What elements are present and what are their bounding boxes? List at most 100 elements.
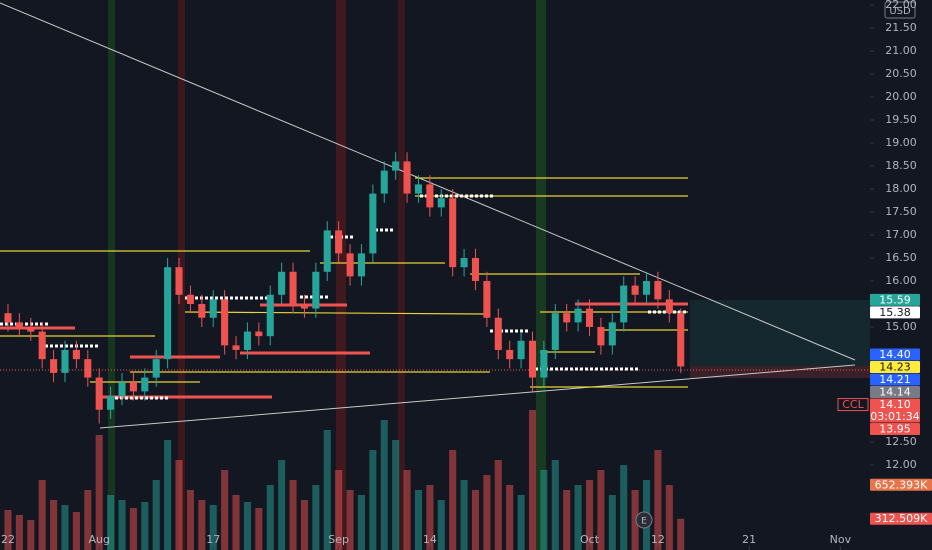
volume-bar bbox=[27, 520, 35, 550]
x-tick-label: 21 bbox=[742, 533, 756, 546]
price-tag bbox=[870, 293, 920, 306]
candle-body bbox=[631, 285, 639, 295]
x-tick-label: Oct bbox=[580, 533, 600, 546]
level bbox=[184, 311, 486, 315]
candle-body bbox=[506, 349, 514, 360]
volume-bar bbox=[141, 502, 149, 550]
volume-bar bbox=[506, 485, 514, 550]
candle-body bbox=[323, 230, 331, 272]
volume-bar bbox=[129, 508, 137, 550]
volume-bar bbox=[186, 490, 194, 550]
candle-body bbox=[4, 313, 12, 323]
volume-bar bbox=[243, 502, 251, 550]
volume-tag-label: 652.393K bbox=[875, 478, 928, 491]
candle-body bbox=[642, 280, 651, 295]
volume-bar bbox=[551, 460, 559, 550]
volume-bar bbox=[198, 500, 206, 550]
x-tick-label: Aug bbox=[88, 533, 109, 546]
y-tick-label: 20.50 bbox=[885, 67, 917, 80]
candle-body bbox=[403, 161, 411, 194]
price-tag bbox=[870, 423, 920, 436]
candle-body bbox=[654, 280, 662, 300]
price-tag-label: 14.40 bbox=[879, 348, 911, 361]
candle-body bbox=[494, 317, 502, 350]
volume-bar bbox=[232, 495, 240, 550]
trendline bbox=[99, 364, 856, 429]
candle-body bbox=[107, 395, 115, 410]
y-tick-label: 21.00 bbox=[885, 44, 917, 57]
candle-body bbox=[255, 331, 263, 337]
price-tag bbox=[870, 306, 920, 319]
price-tag-label: 14.21 bbox=[879, 373, 911, 386]
candle-body bbox=[608, 322, 616, 346]
volume-bar bbox=[152, 480, 160, 550]
candle-body bbox=[38, 331, 46, 360]
stripe bbox=[336, 0, 346, 550]
price-tag bbox=[870, 361, 920, 374]
volume-tag-label: 312.509K bbox=[875, 512, 928, 525]
y-tick-label: 17.00 bbox=[885, 228, 917, 241]
currency: USD bbox=[889, 6, 911, 17]
candle-body bbox=[312, 271, 320, 309]
candle-body bbox=[483, 280, 491, 318]
volume-bar bbox=[665, 485, 673, 550]
y-tick-label: 19.00 bbox=[885, 136, 917, 149]
candle-body bbox=[620, 285, 628, 323]
y-tick-label: 12.00 bbox=[885, 458, 917, 471]
candle-body bbox=[175, 267, 183, 295]
candle-body bbox=[209, 299, 217, 318]
volume-bar bbox=[357, 495, 365, 550]
volume-bar bbox=[574, 485, 582, 550]
volume-bar bbox=[608, 495, 616, 550]
volume-bar bbox=[597, 470, 605, 550]
y-tick-label: 12.50 bbox=[885, 435, 917, 448]
candle-body bbox=[369, 193, 377, 254]
candle-body bbox=[471, 257, 480, 281]
x-tick-label: 12 bbox=[651, 533, 665, 546]
candle-body bbox=[266, 294, 274, 337]
volume-bar bbox=[369, 450, 377, 550]
volume-layer bbox=[4, 410, 685, 550]
candle-body bbox=[243, 331, 251, 350]
volume-bar bbox=[107, 495, 115, 550]
price-tag bbox=[870, 398, 920, 423]
y-tick-label: 15.00 bbox=[885, 320, 917, 333]
price-tag-label: 13.95 bbox=[879, 423, 911, 436]
candle-body bbox=[665, 299, 673, 314]
countdown: 03:01:34 bbox=[870, 410, 919, 423]
volume-bar bbox=[255, 508, 263, 550]
price-axis bbox=[870, 0, 932, 550]
volume-bar bbox=[585, 480, 594, 550]
volume-bar bbox=[95, 435, 103, 550]
candle-body bbox=[414, 184, 423, 194]
volume-bar bbox=[677, 518, 685, 550]
stripe bbox=[536, 0, 546, 550]
earnings-badge[interactable] bbox=[635, 511, 653, 529]
candle-body bbox=[129, 382, 137, 392]
candle-body bbox=[335, 230, 343, 254]
earnings-label[interactable]: E bbox=[641, 517, 647, 527]
candle-body bbox=[563, 313, 571, 323]
x-tick-label: Nov bbox=[830, 533, 852, 546]
volume-bar bbox=[209, 505, 217, 550]
volume-bar bbox=[460, 480, 468, 550]
volume-bar bbox=[50, 500, 58, 550]
volume-bar bbox=[449, 450, 457, 550]
volume-bar bbox=[437, 500, 445, 550]
candle-body bbox=[551, 313, 559, 350]
volume-bar bbox=[38, 480, 46, 550]
volume-bar bbox=[654, 450, 662, 550]
candle-body bbox=[437, 198, 445, 208]
candle-body bbox=[528, 340, 537, 378]
price-tag-label: 15.38 bbox=[879, 306, 911, 319]
volume-bar bbox=[392, 440, 400, 550]
y-tick-label: 19.50 bbox=[885, 113, 917, 126]
y-tick-label: 21.50 bbox=[885, 21, 917, 34]
currency-box[interactable] bbox=[884, 1, 916, 19]
candle-body bbox=[460, 257, 468, 268]
symbol-box bbox=[837, 398, 869, 412]
candle-body bbox=[61, 349, 69, 373]
candle-body bbox=[677, 313, 685, 367]
